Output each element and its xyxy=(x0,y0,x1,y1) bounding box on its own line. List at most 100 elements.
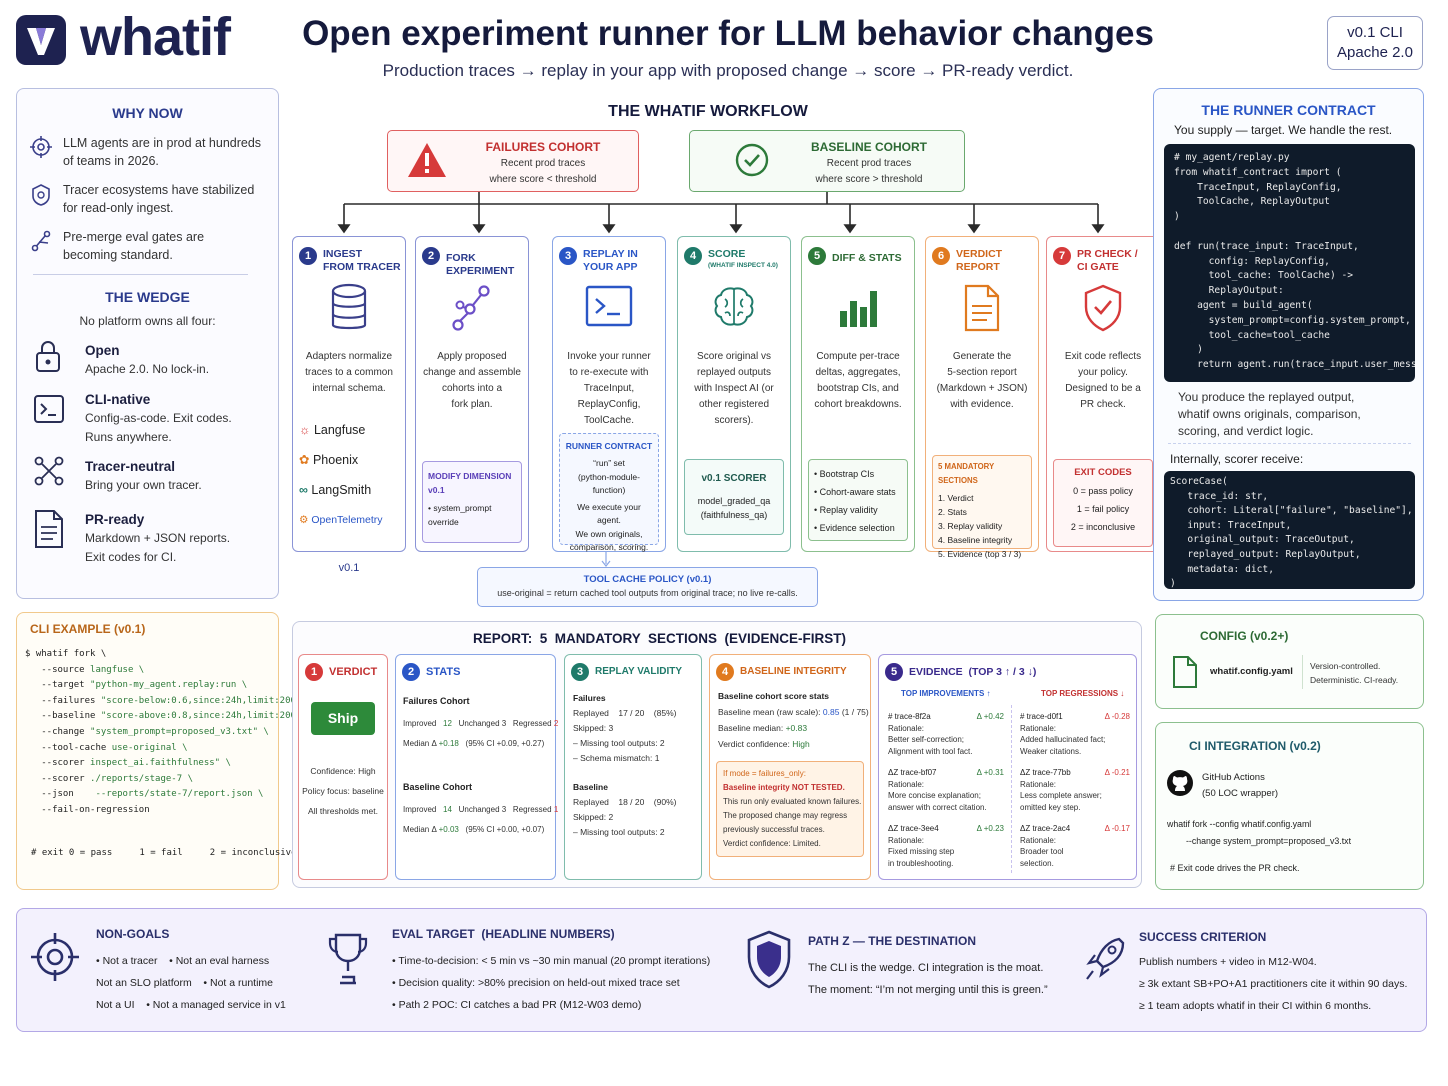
integrity-conf-value: High xyxy=(792,739,810,749)
modify-dimension-item: • system_prompt override xyxy=(428,503,492,527)
replay-number: 3 xyxy=(571,663,589,681)
tracer-langfuse: Langfuse xyxy=(313,423,366,437)
step-verdict-report: 6 VERDICT REPORT Generate the 5-section re… xyxy=(925,236,1039,559)
tracer-phoenix: Phoenix xyxy=(312,453,359,467)
cli-value: "score-above:0.8,since:24h,limit:200" \ xyxy=(100,711,313,722)
evidence-title: EVIDENCE (TOP 3 ↑ / 3 ↓) xyxy=(909,666,1037,678)
integrity-warn-line4: Verdict confidence: Limited. xyxy=(723,839,821,848)
step-3-description: Invoke your runner to re-execute with Trac… xyxy=(559,349,659,429)
mandatory-sections-box: 5 MANDATORY SECTIONS 1. Verdict 2. Stats 3… xyxy=(932,455,1032,559)
exit-codes-title: EXIT CODES xyxy=(1074,467,1132,478)
evidence-rationale: Broader tool xyxy=(1020,847,1064,856)
report-baseline-integrity-section: 4 BASELINE INTEGRITY Baseline cohort scor… xyxy=(709,654,871,880)
path-line2: The moment: “I’m not merging until this … xyxy=(808,984,1048,996)
divider xyxy=(1168,443,1411,444)
stats-b-median-ci: (95% CI +0.00, +0.07) xyxy=(465,825,545,834)
lock-icon xyxy=(36,341,60,372)
document-icon xyxy=(35,510,63,548)
why-now-item-2-line2: for read-only ingest. xyxy=(63,201,174,215)
evidence-delta: Δ +0.31 xyxy=(976,768,1004,777)
scorer-line1: model_graded_qa xyxy=(697,496,771,506)
evidence-trace-id: ΔZ trace-3ee4 xyxy=(888,824,939,833)
cli-flag: --baseline xyxy=(25,711,101,722)
step-replay-in-app: 3 REPLAY IN YOUR APP Invoke your runner to… xyxy=(552,236,666,552)
step-1-title-line2: FROM TRACER xyxy=(323,261,401,273)
config-file: whatif.config.yaml xyxy=(1210,666,1293,677)
cli-line: --json --reports/state-7/report.json \ xyxy=(25,787,312,803)
path-line1: The CLI is the wedge. CI integration is … xyxy=(808,962,1044,974)
why-now-panel: WHY NOW LLM agents are in prod at hundre… xyxy=(16,88,279,599)
version-badge: v0.1 CLI Apache 2.0 xyxy=(1327,16,1423,70)
mandatory-sections-list: 1. Verdict 2. Stats 3. Replay validity 4. B… xyxy=(938,491,1026,561)
stats-title: STATS xyxy=(426,666,461,678)
langsmith-icon: ∞ xyxy=(299,483,308,497)
runner-contract-line: comparison, scoring. xyxy=(569,542,649,552)
database-icon xyxy=(331,283,367,330)
evidence-item: # trace-d0f1 Δ -0.28 Rationale: Added hallu… xyxy=(1020,711,1134,757)
wedge-title: THE WEDGE xyxy=(105,289,190,305)
check-circle-icon xyxy=(735,143,769,177)
step-6-desc-line: (Markdown + JSON) xyxy=(936,383,1028,394)
success-title: SUCCESS CRITERION xyxy=(1139,930,1267,944)
nongoal-5: Not a UI xyxy=(96,999,135,1011)
path-title: PATH Z — THE DESTINATION xyxy=(808,934,976,948)
replay-title: REPLAY VALIDITY xyxy=(595,666,683,677)
evidence-rationale: Rationale: xyxy=(1020,723,1057,733)
step-2-desc-line: cohorts into a xyxy=(441,383,503,394)
replay-f-missing: – Missing tool outputs: 2 xyxy=(573,738,665,748)
step-3-desc-line: Invoke your runner xyxy=(567,351,651,362)
baseline-cohort-box: BASELINE COHORT Recent prod traces where… xyxy=(689,130,965,192)
replay-b-missing: – Missing tool outputs: 2 xyxy=(573,827,665,837)
evidence-rationale: Rationale: xyxy=(888,835,925,845)
verdict-number: 1 xyxy=(305,663,323,681)
step-2-description: Apply proposed change and assemble cohorts… xyxy=(422,349,522,413)
step-3-number: 3 xyxy=(559,247,577,265)
scorer-line2: (faithfulness_qa) xyxy=(700,510,768,520)
tool-cache-text: use-original = return cached tool output… xyxy=(497,588,798,598)
step-diff-stats: 5 DIFF & STATS Compute per-trace deltas, … xyxy=(801,236,915,552)
step-7-desc-line: PR check. xyxy=(1080,399,1126,410)
stats-baseline-title: Baseline Cohort xyxy=(403,782,473,792)
why-now-item-3-line1: Pre-merge eval gates are xyxy=(63,230,205,244)
step-5-desc-line: bootstrap CIs, and xyxy=(817,383,899,394)
config-divider xyxy=(1302,655,1303,689)
runner-contract-title: RUNNER CONTRACT xyxy=(565,441,653,451)
step-6-number: 6 xyxy=(932,247,950,265)
mandatory-sections-title: 5 MANDATORY SECTIONS xyxy=(938,462,995,485)
evidence-rationale: Fixed missing step xyxy=(888,847,955,856)
stats-failures-title: Failures Cohort xyxy=(403,696,470,706)
evidence-delta: Δ -0.17 xyxy=(1104,824,1130,833)
report-title: REPORT: 5 MANDATORY SECTIONS (EVIDENCE-F… xyxy=(472,631,847,646)
cli-example-title: CLI EXAMPLE (v0.1) xyxy=(30,622,146,636)
cli-flag: $ whatif fork \ xyxy=(25,649,107,659)
wedge-item-1-title: Open xyxy=(85,343,120,358)
contract-note-2: whatif owns originals, comparison, xyxy=(1178,407,1361,421)
tool-cache-policy: TOOL CACHE POLICY (v0.1) use-original = … xyxy=(477,567,818,607)
evidence-item: ΔZ trace-bf07 Δ +0.31 Rationale: More conci… xyxy=(888,767,1008,813)
step-4-title-line2: (WHATIF INSPECT 4.0) xyxy=(708,262,778,269)
ci-command-line1: whatif fork --config whatif.config.yaml xyxy=(1167,819,1312,829)
workflow-title: THE WHATIF WORKFLOW xyxy=(608,103,808,120)
baseline-cohort-title: BASELINE COHORT xyxy=(810,140,927,154)
runner-contract-line: (python-module-function) xyxy=(578,471,640,496)
runner-contract-subtitle: You supply — target. We handle the rest. xyxy=(1174,123,1393,137)
step-2-number: 2 xyxy=(422,247,440,265)
brain-icon xyxy=(714,287,754,326)
step-2-desc-line: fork plan. xyxy=(451,399,493,410)
step-3-title-line2: YOUR APP xyxy=(583,261,638,273)
cli-flag: --scorer xyxy=(25,758,91,769)
evidence-rationale: Better self-correction; xyxy=(888,735,965,744)
integrity-median-value: +0.83 xyxy=(785,723,808,733)
evidence-trace-id: ΔZ trace-bf07 xyxy=(888,768,937,777)
nongoal-3: Not an SLO platform xyxy=(96,977,192,989)
nongoal-4: • Not a runtime xyxy=(203,977,274,989)
evidence-divider xyxy=(1011,705,1012,873)
contract-note-1: You produce the replayed output, xyxy=(1178,390,1355,404)
eval-item-1: • Time-to-decision: < 5 min vs ~30 min m… xyxy=(392,955,711,967)
cli-line: --scorer inspect_ai.faithfulness" \ xyxy=(25,756,312,772)
exit-code-2: 2 = inconclusive xyxy=(1070,522,1136,532)
evidence-delta: Δ +0.23 xyxy=(976,824,1004,833)
evidence-trace-id: # trace-8f2a xyxy=(888,712,931,721)
evidence-delta: Δ -0.28 xyxy=(1104,712,1130,721)
evidence-delta: Δ -0.21 xyxy=(1104,768,1130,777)
